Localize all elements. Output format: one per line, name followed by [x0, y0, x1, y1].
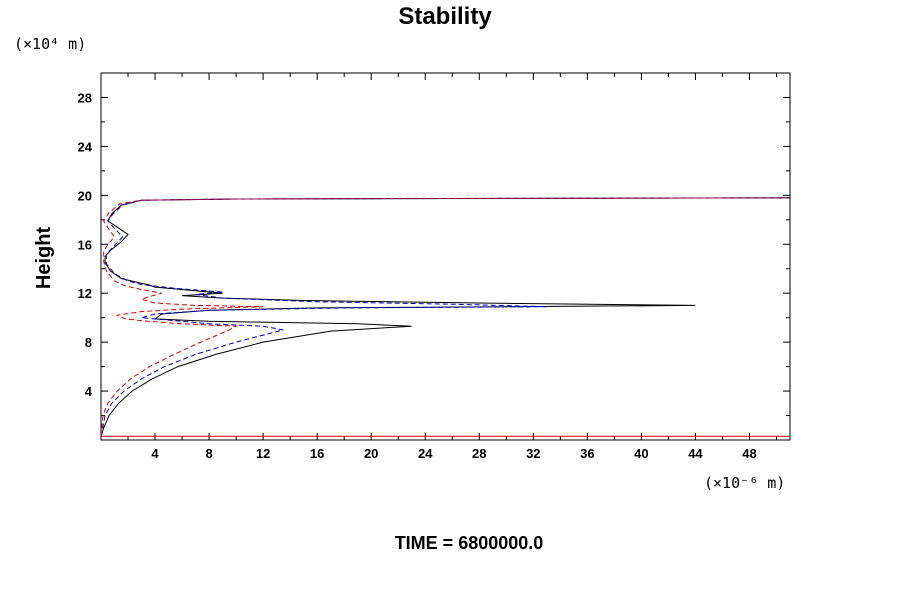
y-tick-label: 24 — [78, 139, 93, 154]
x-tick-label: 28 — [472, 446, 486, 461]
y-unit-label: (×10⁴ m) — [14, 35, 86, 53]
series-layer — [100, 197, 791, 437]
y-axis-label: Height — [33, 227, 55, 290]
x-unit-label: (×10⁻⁶ m) — [704, 474, 785, 492]
x-tick-label: 32 — [526, 446, 540, 461]
x-tick-label: 12 — [256, 446, 270, 461]
x-tick-label: 20 — [364, 446, 378, 461]
y-tick-label: 12 — [78, 286, 92, 301]
series-blue-dashed — [100, 197, 791, 437]
x-tick-label: 36 — [580, 446, 594, 461]
series-black-solid — [100, 197, 791, 437]
x-tick-label: 40 — [634, 446, 648, 461]
x-tick-label: 8 — [205, 446, 212, 461]
x-tick-label: 4 — [151, 446, 159, 461]
x-tick-label: 24 — [418, 446, 433, 461]
y-tick-label: 8 — [85, 335, 92, 350]
x-tick-label: 48 — [742, 446, 756, 461]
y-tick-label: 20 — [78, 188, 92, 203]
y-tick-label: 16 — [78, 237, 92, 252]
y-tick-label: 28 — [78, 90, 92, 105]
chart-title: Stability — [398, 3, 492, 30]
series-red-dashed — [100, 197, 791, 437]
x-tick-label: 44 — [688, 446, 703, 461]
x-tick-label: 16 — [310, 446, 324, 461]
time-caption: TIME = 6800000.0 — [395, 533, 544, 553]
y-tick-label: 4 — [85, 384, 93, 399]
plot-frame — [100, 72, 791, 441]
